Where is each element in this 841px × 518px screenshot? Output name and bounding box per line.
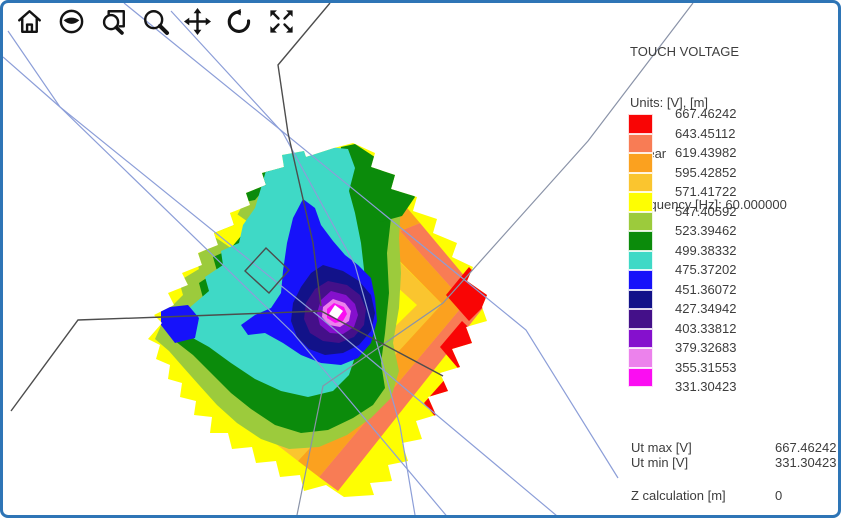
toolbar — [13, 5, 297, 37]
pan-icon — [183, 7, 211, 35]
grid-lines — [10, 3, 444, 412]
band-red-1 — [446, 267, 487, 321]
patch-green-top-right — [339, 144, 415, 222]
conductor-line-1 — [7, 30, 557, 515]
legend-value: 547.40592 — [675, 203, 737, 219]
ut-max-value: 667.46242 — [775, 440, 837, 455]
legend-swatch — [628, 367, 653, 387]
legend-value: 427.34942 — [675, 301, 737, 316]
grid-structure-outline — [244, 246, 290, 295]
zoom-button[interactable] — [139, 5, 171, 37]
ut-min-value: 331.30423 — [775, 455, 837, 470]
conductor-line-2 — [3, 56, 447, 515]
legend-swatch — [628, 172, 653, 192]
home-icon — [17, 9, 41, 33]
legend-swatch — [628, 289, 653, 309]
home-button[interactable] — [13, 5, 45, 37]
legend-color-scale — [628, 114, 653, 387]
legend-swatch — [628, 211, 653, 231]
legend-swatch — [628, 153, 653, 173]
ut-max-label: Ut max [V] — [631, 440, 692, 455]
ut-min-label: Ut min [V] — [631, 455, 689, 470]
band-orange — [298, 196, 465, 477]
legend-value: 595.42852 — [675, 164, 737, 180]
contour-plot-canvas[interactable] — [3, 3, 841, 518]
legend-value: 403.33812 — [675, 320, 737, 336]
grid-lead-right — [320, 310, 444, 377]
legend-value: 331.30423 — [675, 379, 737, 394]
legend-value: 379.32683 — [675, 340, 737, 355]
legend-swatch — [628, 309, 653, 329]
plot-title: TOUCH VOLTAGE — [630, 44, 740, 59]
conductor-line-5 — [296, 3, 694, 515]
grid-lead-left — [10, 310, 322, 412]
legend-value: 523.39462 — [675, 223, 737, 238]
legend-value: 667.46242 — [675, 106, 737, 121]
legend-swatch — [628, 114, 653, 134]
legend-swatch — [628, 133, 653, 153]
legend-swatch — [628, 250, 653, 270]
band-salmon — [319, 223, 487, 491]
fit-extents-button[interactable] — [265, 5, 297, 37]
legend-value: 499.38332 — [675, 242, 737, 258]
legend-value: 451.36072 — [675, 281, 737, 297]
rotate-button[interactable] — [223, 5, 255, 37]
legend-swatch — [628, 231, 653, 251]
conductor-line-4 — [170, 10, 416, 515]
plot-frequency: Frequency [Hz]: 60.000000 — [630, 197, 787, 212]
conductor-lines — [3, 3, 694, 515]
legend-value: 571.41722 — [675, 184, 737, 199]
legend-swatch — [628, 348, 653, 368]
legend-swatch — [628, 328, 653, 348]
pan-button[interactable] — [181, 5, 213, 37]
legend-value: 619.43982 — [675, 145, 737, 160]
z-calculation-label: Z calculation [m] — [631, 488, 726, 503]
zoom-window-button[interactable] — [97, 5, 129, 37]
plot-header: TOUCH VOLTAGE Units: [V], [m] Linear Fre… — [630, 9, 787, 247]
legend-value: 355.31553 — [675, 359, 737, 375]
conductor-line-3 — [123, 3, 619, 479]
view-button[interactable] — [55, 5, 87, 37]
contour-minimum-center — [329, 305, 343, 319]
legend-swatch — [628, 192, 653, 212]
magnifier-icon — [143, 9, 169, 35]
legend-value: 643.45112 — [675, 125, 736, 141]
expand-icon — [269, 9, 293, 33]
grid-feeder-line — [277, 3, 331, 307]
rotate-ccw-icon — [227, 8, 250, 33]
legend-value: 475.37202 — [675, 262, 737, 277]
patch-blue-left — [161, 305, 199, 343]
z-calculation-value: 0 — [775, 488, 783, 503]
zoom-window-icon — [102, 9, 125, 35]
eye-icon — [59, 9, 83, 33]
patch-yellow-left — [206, 207, 251, 248]
legend-swatch — [628, 270, 653, 290]
plot-units: Units: [V], [m] — [630, 95, 709, 110]
